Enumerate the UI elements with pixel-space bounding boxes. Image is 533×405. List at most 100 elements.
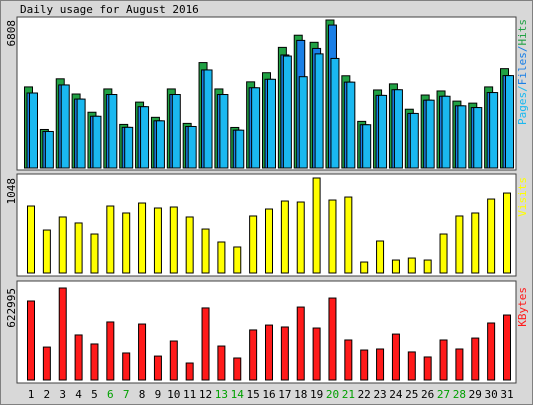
x-tick-label: 29 xyxy=(469,388,482,401)
bar xyxy=(487,198,496,274)
bar xyxy=(217,241,226,274)
bar xyxy=(265,208,273,274)
legend-entry: KBytes xyxy=(516,287,529,327)
y-tick-label: 6808 xyxy=(5,20,18,47)
legend-separator: / xyxy=(516,46,529,53)
bar xyxy=(423,356,432,381)
bar xyxy=(391,259,400,274)
bar xyxy=(74,334,83,381)
legend: KBytes xyxy=(516,287,529,327)
x-tick-label: 8 xyxy=(139,388,146,401)
x-tick-label: 3 xyxy=(59,388,66,401)
legend-entry: Hits xyxy=(516,19,529,46)
x-tick-label: 5 xyxy=(91,388,98,401)
bar xyxy=(217,345,226,381)
legend: Visits xyxy=(516,177,529,217)
bar xyxy=(153,207,162,274)
bar xyxy=(409,112,419,169)
bar xyxy=(29,92,38,169)
bar xyxy=(92,115,102,169)
bar xyxy=(505,75,514,169)
bar xyxy=(90,233,99,274)
bar xyxy=(376,348,385,381)
bar xyxy=(153,355,162,381)
bar xyxy=(74,222,83,274)
bar xyxy=(235,129,245,169)
bar xyxy=(42,229,51,274)
bar xyxy=(314,53,324,169)
bar xyxy=(106,205,115,274)
bar xyxy=(455,348,464,381)
x-tick-label: 16 xyxy=(262,388,275,401)
bar xyxy=(249,329,258,381)
x-tick-label: 28 xyxy=(453,388,466,401)
bar xyxy=(423,259,432,274)
bar xyxy=(298,76,308,169)
bar xyxy=(122,212,131,274)
legend: Pages/Files/Hits xyxy=(516,19,529,125)
bar xyxy=(138,202,147,274)
bar xyxy=(391,333,400,381)
x-tick-label: 12 xyxy=(199,388,212,401)
legend-separator: / xyxy=(516,85,529,92)
bar xyxy=(251,87,261,169)
bar xyxy=(169,206,178,274)
bar xyxy=(503,192,511,274)
bar xyxy=(108,94,118,169)
bar xyxy=(90,343,99,381)
bar xyxy=(155,120,165,169)
bar xyxy=(439,339,448,381)
x-tick-label: 14 xyxy=(231,388,245,401)
bar xyxy=(171,94,181,169)
x-tick-label: 11 xyxy=(183,388,196,401)
x-tick-label: 7 xyxy=(123,388,130,401)
bar xyxy=(124,126,134,169)
x-tick-label: 21 xyxy=(342,388,355,401)
bar xyxy=(328,297,337,381)
bar xyxy=(44,130,54,169)
bar xyxy=(407,257,416,274)
y-tick-label: 622995 xyxy=(5,288,18,328)
x-tick-label: 4 xyxy=(75,388,82,401)
x-tick-label: 30 xyxy=(485,388,498,401)
bar xyxy=(76,98,86,169)
bar xyxy=(27,205,35,274)
bar xyxy=(267,78,276,169)
bar xyxy=(169,340,178,381)
x-tick-label: 13 xyxy=(215,388,228,401)
x-tick-label: 17 xyxy=(278,388,291,401)
bar xyxy=(457,105,467,169)
bar xyxy=(27,300,35,381)
bar xyxy=(60,84,70,169)
bar xyxy=(265,324,273,381)
bar xyxy=(58,287,67,381)
x-tick-label: 1 xyxy=(28,388,35,401)
bar xyxy=(489,92,499,169)
x-tick-label: 24 xyxy=(389,388,403,401)
bar xyxy=(425,99,435,169)
bar xyxy=(233,246,242,274)
x-tick-label: 6 xyxy=(107,388,114,401)
bar xyxy=(185,216,194,274)
bar xyxy=(280,326,289,381)
bar xyxy=(330,57,340,169)
bar xyxy=(296,306,305,381)
x-tick-label: 18 xyxy=(294,388,307,401)
bar xyxy=(487,322,496,381)
bar xyxy=(203,69,213,169)
bar xyxy=(219,94,229,169)
bar xyxy=(344,339,353,381)
bar xyxy=(249,215,258,274)
x-tick-label: 26 xyxy=(421,388,434,401)
bar xyxy=(360,349,369,381)
x-tick-label: 2 xyxy=(44,388,51,401)
x-tick-label: 10 xyxy=(167,388,180,401)
x-tick-label: 19 xyxy=(310,388,323,401)
x-tick-label: 25 xyxy=(405,388,418,401)
bar xyxy=(360,261,369,274)
bar xyxy=(233,357,242,381)
bar xyxy=(441,95,451,169)
bar xyxy=(201,228,210,274)
bar xyxy=(328,199,337,274)
